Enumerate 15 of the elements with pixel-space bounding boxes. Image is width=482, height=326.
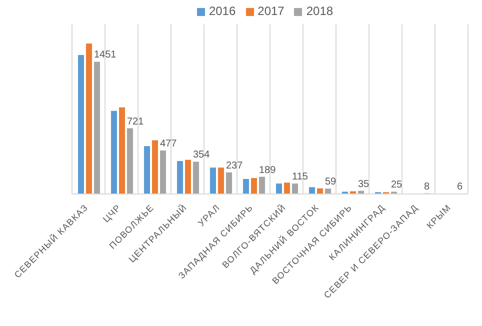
legend-label: 2017 [258, 4, 284, 18]
data-label: 8 [424, 181, 430, 192]
data-label: 1451 [94, 50, 117, 61]
legend-label: 2018 [306, 4, 334, 18]
data-label: 721 [127, 116, 144, 128]
data-label: 115 [292, 172, 308, 183]
data-label: 237 [226, 160, 244, 172]
data-label: 59 [325, 176, 337, 188]
data-label: 477 [160, 138, 178, 150]
data-label: 25 [391, 180, 403, 191]
data-label: 354 [193, 150, 210, 161]
data-label: 189 [259, 164, 276, 176]
data-label: 6 [457, 181, 463, 192]
legend-label: 2016 [208, 4, 236, 18]
data-label: 35 [358, 178, 370, 190]
